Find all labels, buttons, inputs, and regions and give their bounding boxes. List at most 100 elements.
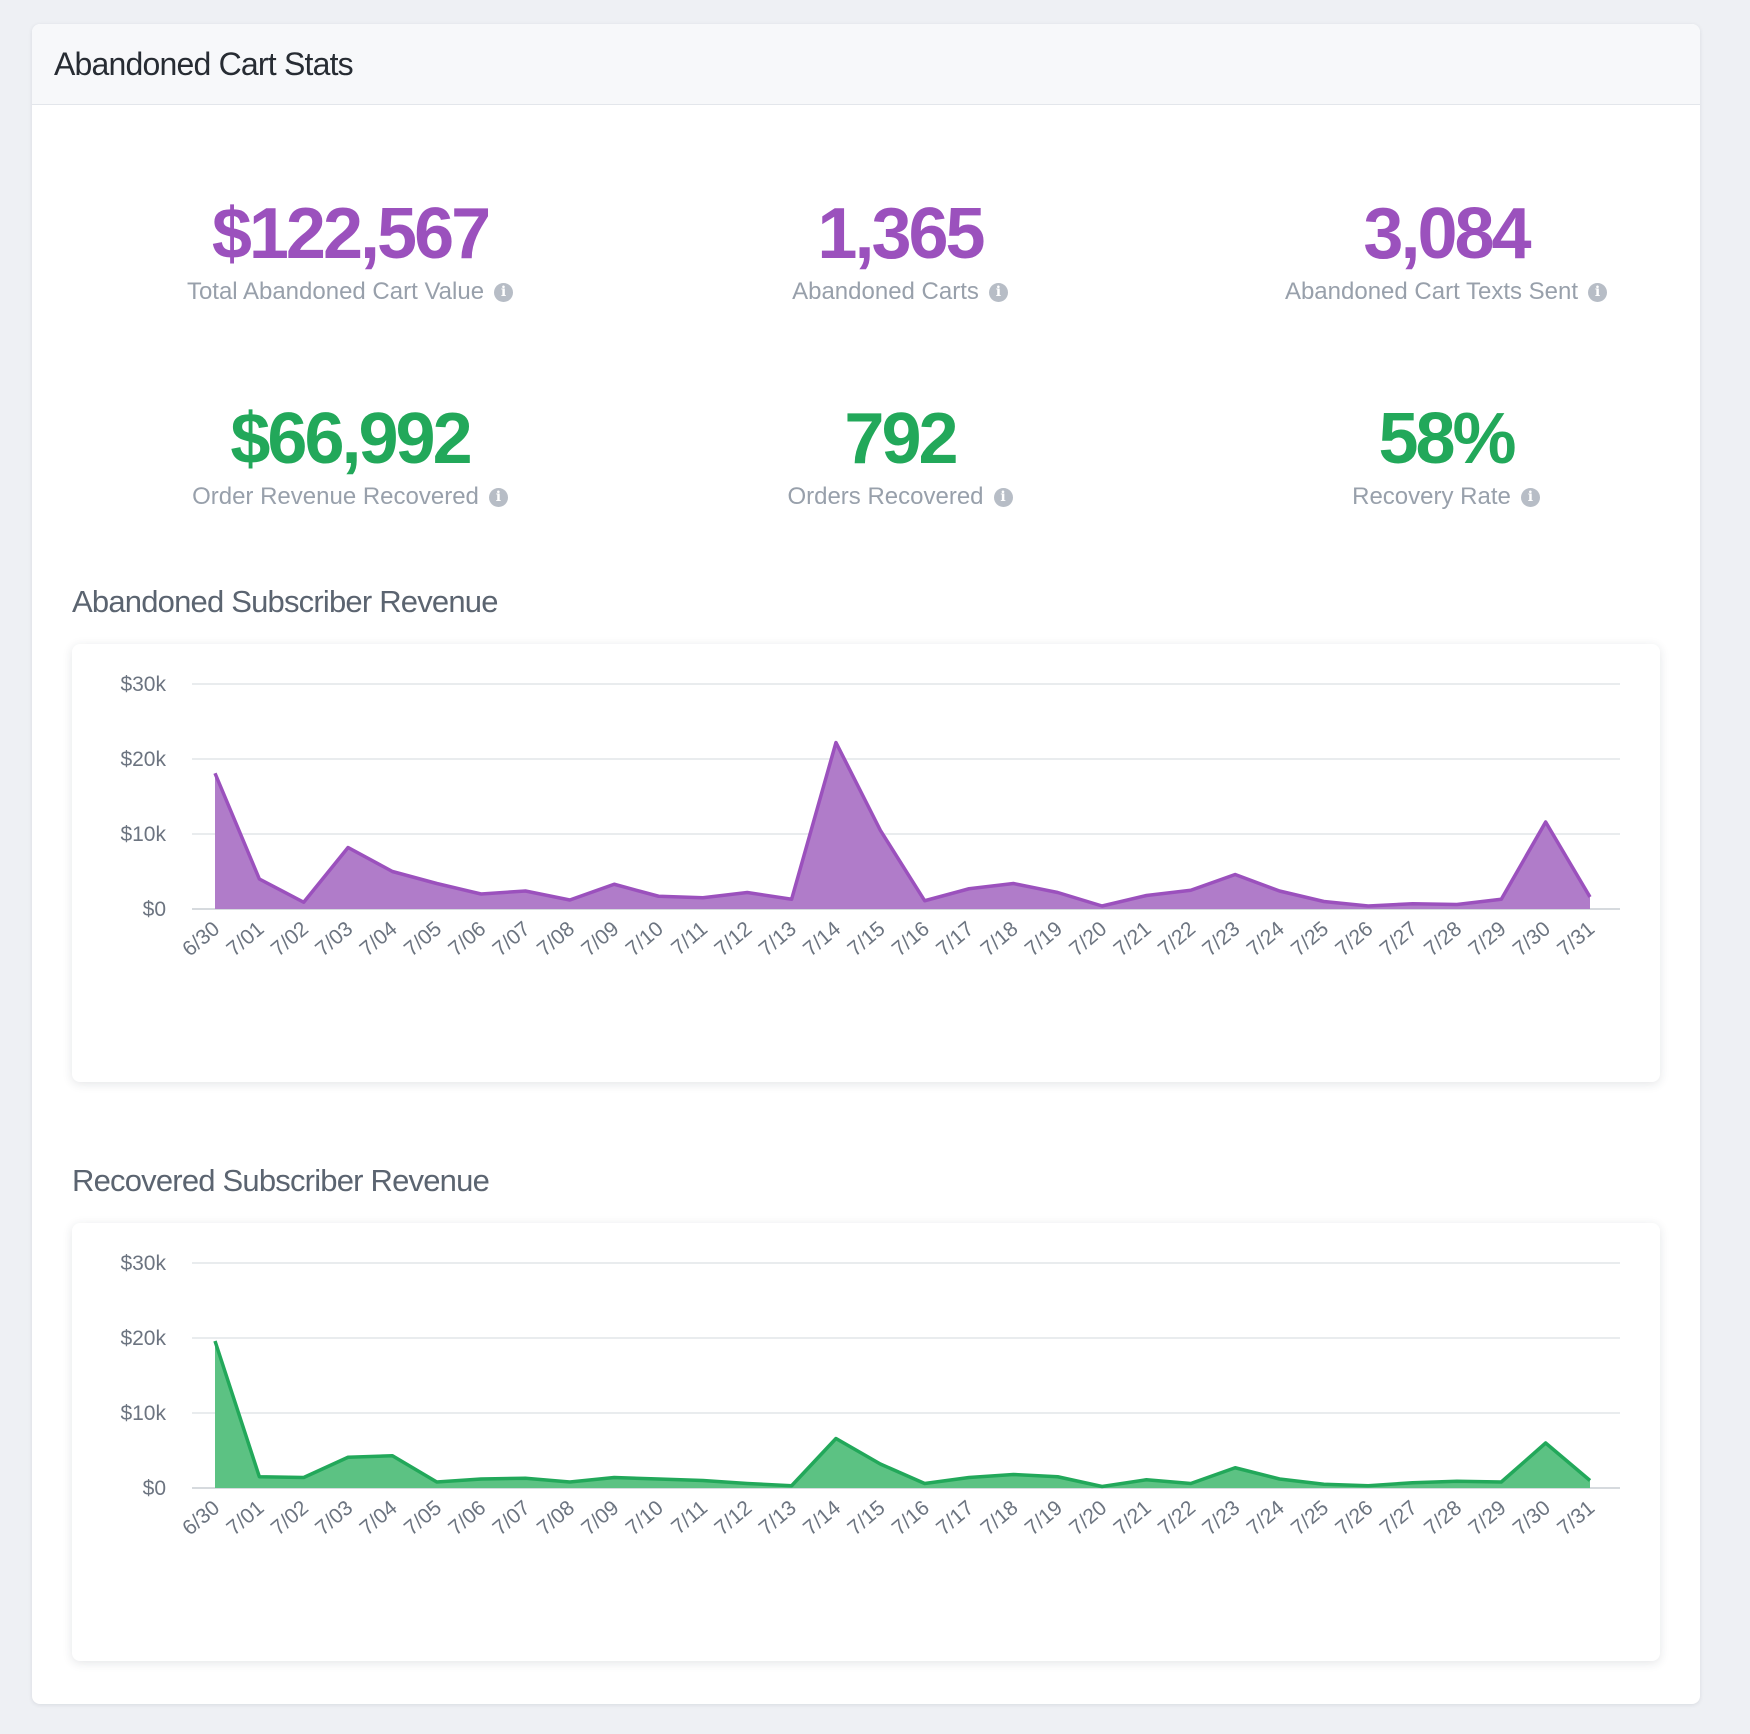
recovered-revenue-chart: $0$10k$20k$30k6/307/017/027/037/047/057/… [120, 1252, 1620, 1540]
x-tick-label: 7/08 [533, 1496, 579, 1540]
x-tick-label: 7/29 [1464, 1496, 1510, 1540]
info-icon[interactable]: i [988, 282, 1008, 302]
stat-value: 3,084 [1363, 194, 1531, 274]
series-line [213, 1340, 1592, 1489]
x-tick-label: 7/17 [932, 1496, 978, 1540]
x-tick-label: 7/22 [1154, 1496, 1200, 1540]
series-line [213, 740, 1592, 908]
x-tick-label: 7/25 [1287, 917, 1333, 961]
x-tick-label: 7/09 [577, 1496, 623, 1540]
x-tick-label: 7/26 [1331, 1496, 1377, 1540]
x-tick-label: 7/16 [888, 917, 934, 961]
stat-label: Recovery Rate [1352, 483, 1511, 510]
info-icon[interactable]: i [1520, 487, 1540, 507]
x-tick-label: 7/13 [755, 917, 801, 961]
x-tick-label: 7/31 [1553, 917, 1599, 961]
x-tick-label: 7/20 [1065, 1496, 1111, 1540]
x-tick-label: 7/28 [1420, 1496, 1466, 1540]
x-tick-label: 7/05 [400, 1496, 446, 1540]
x-tick-label: 7/27 [1376, 917, 1422, 961]
x-tick-label: 7/06 [444, 1496, 490, 1540]
x-tick-label: 7/31 [1553, 1496, 1599, 1540]
recovered-revenue-chart-card: $0 $10k $20k $30k 6/30 7/01 7/02 7/03 7/04 7/05 7/… [72, 1223, 1660, 1661]
info-icon[interactable]: i [494, 282, 514, 302]
x-tick-label: 7/15 [843, 917, 889, 961]
x-tick-label: 7/21 [1110, 917, 1156, 961]
x-tick-label: 7/22 [1154, 917, 1200, 961]
x-tick-label: 7/24 [1243, 1496, 1289, 1540]
stat-label: Total Abandoned Cart Value [186, 278, 485, 305]
stat-label-row: Orders Recovered i [622, 483, 1178, 511]
x-tick-label: 7/03 [311, 917, 357, 961]
x-tick-label: 7/07 [489, 917, 535, 961]
stat-label-row: Abandoned Cart Texts Sent i [1168, 278, 1700, 306]
y-tick-label: $30k [120, 1252, 166, 1275]
stat-label: Orders Recovered [787, 483, 984, 510]
x-tick-label: 7/18 [977, 1496, 1023, 1540]
x-tick-label: 7/23 [1198, 1496, 1244, 1540]
x-tick-label: 7/11 [667, 917, 712, 960]
x-tick-label: 6/30 [178, 1496, 224, 1540]
stat-label-row: Abandoned Carts i [622, 278, 1178, 306]
series-area [215, 1341, 1590, 1488]
abandoned-revenue-chart: $0$10k$20k$30k6/307/017/027/037/047/057/… [120, 673, 1620, 961]
x-tick-label: 7/23 [1198, 917, 1244, 961]
x-tick-label: 7/07 [489, 1496, 535, 1540]
stat-abandoned-carts: 1,365 Abandoned Carts i [622, 194, 1178, 306]
stat-value: $66,992 [230, 399, 472, 479]
y-tick-label: $20k [120, 1327, 166, 1350]
stat-total-abandoned-cart-value: $122,567 Total Abandoned Cart Value i [72, 194, 628, 306]
stat-value: 1,365 [817, 194, 985, 274]
x-tick-label: 7/14 [799, 1496, 845, 1540]
abandoned-revenue-title: Abandoned Subscriber Revenue [72, 584, 499, 619]
x-tick-label: 7/25 [1287, 1496, 1333, 1540]
stat-value: 58% [1378, 399, 1516, 479]
info-icon[interactable]: i [993, 487, 1013, 507]
x-tick-label: 7/28 [1420, 917, 1466, 961]
x-tick-label: 7/11 [667, 1496, 712, 1539]
stat-label: Abandoned Cart Texts Sent [1284, 278, 1579, 305]
series-area [215, 742, 1590, 909]
stat-label: Order Revenue Recovered [192, 483, 479, 510]
stat-order-revenue-recovered: $66,992 Order Revenue Recovered i [72, 399, 628, 511]
stat-value: 792 [844, 399, 958, 479]
panel-title: Abandoned Cart Stats [54, 45, 354, 82]
x-tick-label: 7/13 [755, 1496, 801, 1540]
abandoned-revenue-chart-card: $0 $10k $20k $30k 6/30 7/01 7/02 7/03 7/04 7/05 7/… [72, 644, 1660, 1082]
x-tick-label: 7/01 [222, 1496, 268, 1540]
y-tick-label: $10k [120, 823, 166, 846]
stat-abandoned-cart-texts-sent: 3,084 Abandoned Cart Texts Sent i [1168, 194, 1700, 306]
y-tick-label: $0 [143, 1477, 166, 1500]
x-tick-label: 7/02 [267, 917, 313, 961]
info-icon[interactable]: i [1588, 282, 1608, 302]
x-tick-label: 7/03 [311, 1496, 357, 1540]
stat-recovery-rate: 58% Recovery Rate i [1168, 399, 1700, 511]
y-tick-label: $0 [143, 898, 166, 921]
x-tick-label: 7/04 [356, 917, 402, 961]
x-tick-label: 7/09 [577, 917, 623, 961]
x-tick-label: 7/24 [1243, 917, 1289, 961]
recovered-revenue-title: Recovered Subscriber Revenue [72, 1163, 490, 1198]
y-tick-label: $10k [120, 1402, 166, 1425]
x-tick-label: 6/30 [178, 917, 224, 961]
x-tick-label: 7/06 [444, 917, 490, 961]
info-icon[interactable]: i [488, 487, 508, 507]
x-tick-label: 7/10 [622, 1496, 668, 1540]
stat-label: Abandoned Carts [792, 278, 979, 305]
x-tick-label: 7/01 [222, 917, 268, 961]
x-tick-label: 7/19 [1021, 1496, 1067, 1540]
x-tick-label: 7/08 [533, 917, 579, 961]
stat-label-row: Order Revenue Recovered i [72, 483, 628, 511]
x-tick-label: 7/18 [977, 917, 1023, 961]
x-tick-label: 7/26 [1331, 917, 1377, 961]
x-tick-label: 7/10 [622, 917, 668, 961]
x-tick-label: 7/05 [400, 917, 446, 961]
x-tick-label: 7/17 [932, 917, 978, 961]
x-tick-label: 7/21 [1110, 1496, 1156, 1540]
stat-orders-recovered: 792 Orders Recovered i [622, 399, 1178, 511]
stat-label-row: Recovery Rate i [1168, 483, 1700, 511]
x-tick-label: 7/04 [356, 1496, 402, 1540]
x-tick-label: 7/02 [267, 1496, 313, 1540]
x-tick-label: 7/27 [1376, 1496, 1422, 1540]
stat-value: $122,567 [211, 194, 491, 274]
